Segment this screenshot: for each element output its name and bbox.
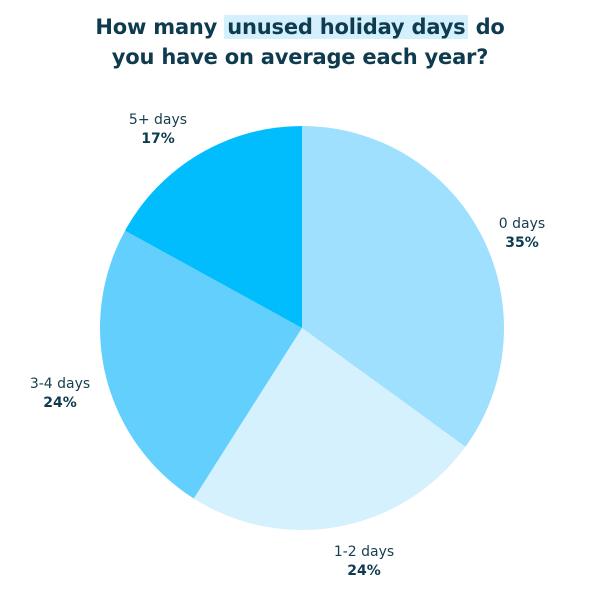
slice-value-label: 17% (141, 131, 175, 147)
slice-label: 1-2 days (334, 544, 394, 560)
chart-title-line-2: you have on average each year? (111, 45, 489, 69)
slice-value-label: 24% (43, 395, 77, 411)
slice-label: 0 days (499, 216, 545, 232)
chart-title-line-1: How many unused holiday days do (0, 12, 600, 42)
pie-slice-3-4-days (100, 230, 302, 499)
pie-slice-0-days (302, 126, 504, 447)
pie-slice-1-2-days (193, 328, 466, 530)
slice-label: 5+ days (129, 112, 187, 128)
pie-labels: 0 days 35% 1-2 days 24% 3-4 days 24% 5+ days 17… (30, 112, 545, 579)
title-suffix: do (468, 15, 505, 39)
pie-slice-5-days (124, 126, 303, 328)
pie-slices (100, 126, 504, 530)
title-highlight: unused holiday days (224, 15, 469, 39)
slice-label: 3-4 days (30, 376, 90, 392)
slice-value-label: 35% (505, 235, 539, 251)
title-prefix: How many (95, 15, 225, 39)
chart-title: How many unused holiday days do you have… (0, 12, 600, 72)
slice-value-label: 24% (347, 563, 381, 579)
